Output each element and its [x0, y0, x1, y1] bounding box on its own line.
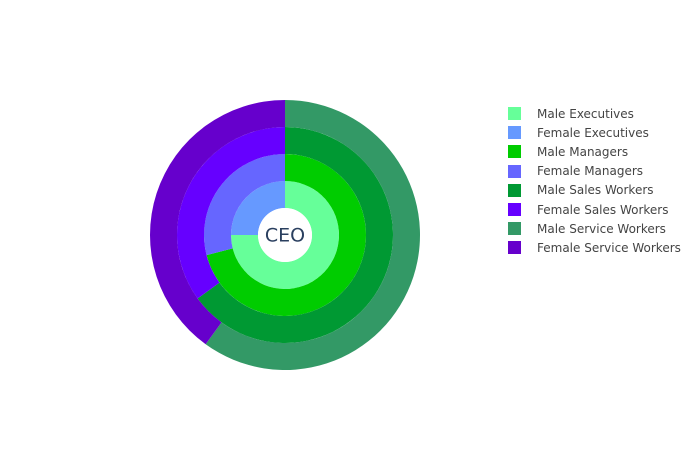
center-hole [258, 208, 312, 262]
legend-label: Male Executives [537, 106, 634, 121]
legend-label: Male Managers [537, 144, 629, 159]
ring-2-segment-male-managers[interactable] [206, 154, 366, 317]
legend-label: Female Managers [537, 164, 644, 179]
legend-swatch [508, 107, 521, 121]
legend-item[interactable]: Male Sales Workers [508, 181, 681, 200]
center-label: CEO [265, 225, 305, 247]
legend-label: Female Sales Workers [537, 202, 669, 217]
legend-swatch [508, 183, 521, 197]
legend-swatch [508, 126, 521, 140]
legend-label: Female Executives [537, 125, 649, 140]
legend-label: Female Service Workers [537, 240, 681, 255]
legend-item[interactable]: Female Service Workers [508, 238, 681, 257]
ring-3-segment-female-sales-workers[interactable] [177, 127, 285, 299]
legend-item[interactable]: Female Sales Workers [508, 200, 681, 219]
ring-4-segment-female-service-workers[interactable] [149, 100, 285, 345]
legend-swatch [508, 222, 521, 236]
chart-legend: Male Executives Female Executives Male Man… [508, 104, 681, 258]
chart-rings [149, 100, 420, 370]
legend-swatch [508, 164, 521, 178]
legend-label: Male Service Workers [537, 221, 666, 236]
ring-1-segment-female-executives[interactable] [231, 181, 285, 235]
legend-swatch [508, 203, 521, 217]
legend-item[interactable]: Male Service Workers [508, 219, 681, 238]
ring-2-segment-female-managers[interactable] [203, 154, 285, 256]
ring-1-segment-male-executives[interactable] [231, 181, 339, 289]
legend-swatch [508, 145, 521, 159]
legend-item[interactable]: Male Executives [508, 104, 681, 123]
legend-item[interactable]: Male Managers [508, 142, 681, 161]
legend-item[interactable]: Female Managers [508, 162, 681, 181]
legend-swatch [508, 241, 521, 255]
legend-item[interactable]: Female Executives [508, 123, 681, 142]
ring-4-segment-male-service-workers[interactable] [205, 100, 420, 370]
legend-label: Male Sales Workers [537, 183, 654, 198]
